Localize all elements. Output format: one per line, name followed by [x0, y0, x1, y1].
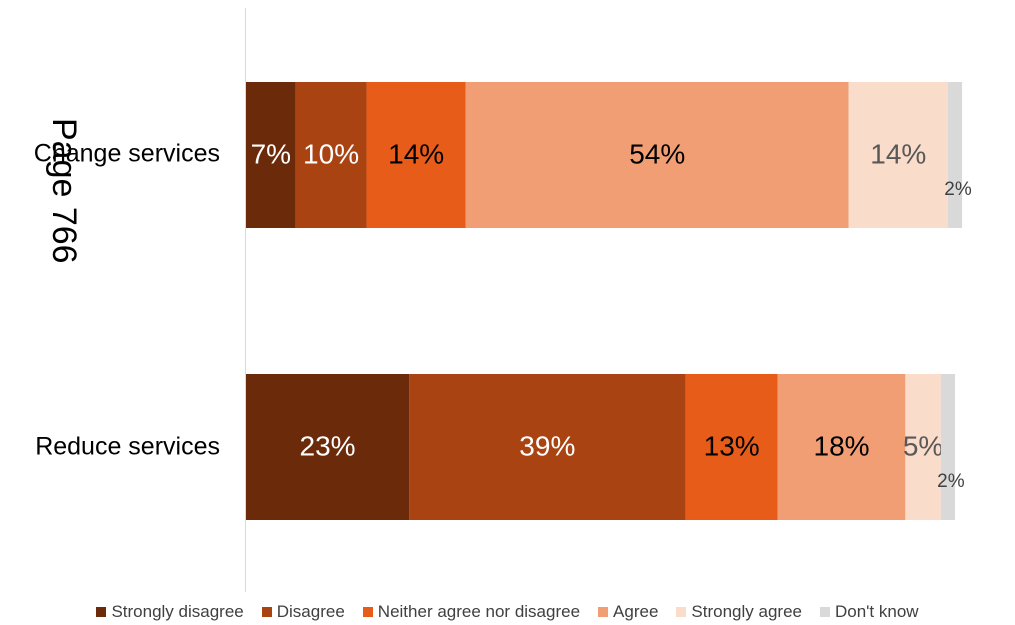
legend-item: Disagree — [261, 602, 345, 622]
legend-item: Strongly agree — [676, 602, 802, 622]
legend-label: Agree — [613, 602, 659, 621]
data-label: 54% — [629, 138, 685, 169]
bar-segment — [295, 82, 367, 228]
bar-segment — [848, 82, 948, 228]
data-label: 39% — [519, 430, 575, 461]
legend-swatch — [819, 607, 830, 617]
data-label: 10% — [303, 138, 359, 169]
data-label: 23% — [300, 430, 356, 461]
legend-swatch — [261, 607, 272, 617]
data-label: 5% — [903, 430, 943, 461]
legend-item: Neither agree nor disagree — [362, 602, 581, 622]
data-label: 13% — [704, 430, 760, 461]
legend-label: Strongly disagree — [111, 602, 244, 621]
category-label: Change services — [34, 140, 220, 168]
bar-segment — [947, 82, 963, 228]
legend-label: Neither agree nor disagree — [377, 602, 581, 621]
data-label: 14% — [870, 138, 926, 169]
data-label: 18% — [814, 430, 870, 461]
legend-swatch — [598, 607, 609, 617]
legend-swatch — [96, 607, 107, 617]
watermark-text: Page 766 — [45, 118, 83, 264]
bar-segment — [246, 374, 410, 520]
chart-legend: Strongly disagree Disagree Neither agree n… — [0, 600, 1015, 624]
bar-segment — [409, 374, 686, 520]
bar-segment — [465, 82, 849, 228]
legend-item: Agree — [598, 602, 658, 622]
bar-segment — [366, 82, 466, 228]
category-label: Reduce services — [35, 433, 220, 461]
bar-segment — [777, 374, 906, 520]
data-label: 14% — [388, 138, 444, 169]
legend-item: Strongly disagree — [96, 602, 244, 622]
legend-label: Disagree — [276, 602, 345, 621]
legend-item: Don't know — [819, 602, 919, 622]
legend-label: Strongly agree — [691, 602, 802, 621]
bar-segment — [905, 374, 941, 520]
legend-label: Don't know — [834, 602, 919, 621]
bar-segment — [940, 374, 955, 520]
data-label: 2% — [944, 179, 972, 200]
page-watermark: Page 766 — [33, 118, 93, 318]
data-label: 7% — [251, 138, 291, 169]
stacked-bar-chart: Change services 7% 10% 14% 54% 14% 2% Reduce se… — [34, 8, 972, 592]
bar-segment — [685, 374, 778, 520]
legend-swatch — [676, 607, 687, 617]
data-label: 2% — [937, 471, 965, 492]
legend-swatch — [362, 607, 373, 617]
bar-segment — [246, 82, 296, 228]
